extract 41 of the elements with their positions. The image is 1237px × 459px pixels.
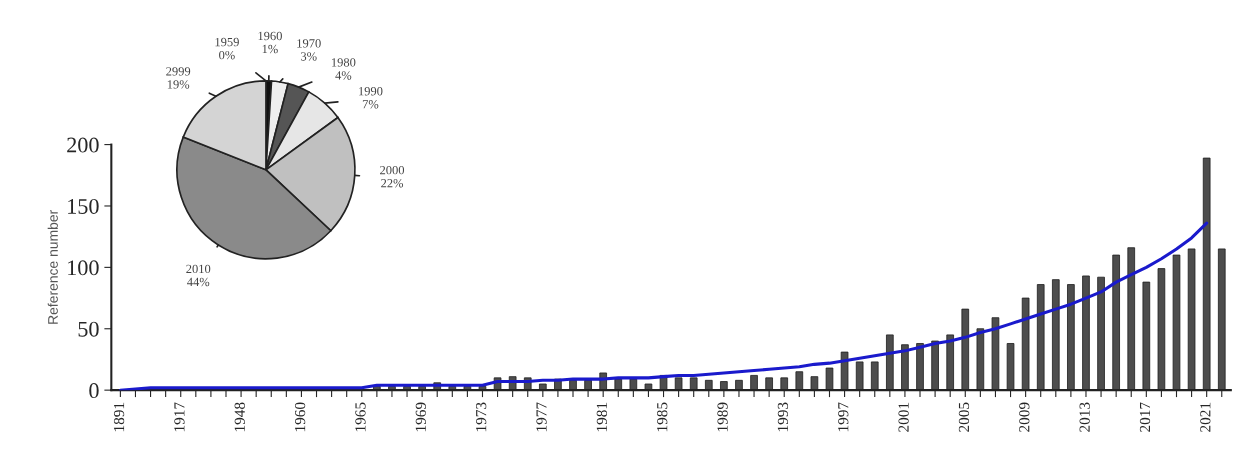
- slice-label: 2010: [186, 264, 211, 274]
- x-tick-label: 2001: [898, 402, 909, 432]
- x-tick-label: 1985: [657, 402, 668, 432]
- x-tick-label: 1891: [113, 402, 125, 432]
- x-tick-label: 1960: [294, 402, 306, 432]
- data-label: 7%: [362, 100, 379, 109]
- data-label: 3%: [301, 52, 317, 61]
- x-tick-label: 1948: [234, 402, 245, 432]
- y-tick-label: 200: [67, 137, 99, 153]
- legend-label: 2000: [380, 165, 405, 175]
- slice-label: 1960: [258, 31, 282, 41]
- text: 0%: [219, 50, 235, 60]
- y-tick-label: 0: [89, 383, 99, 399]
- x-tick-label: 1965: [355, 402, 366, 432]
- x-tick-label: 1981: [596, 402, 607, 432]
- data-label: 19%: [167, 80, 190, 89]
- category-label: 1959: [215, 37, 239, 47]
- x-tick-label: 1969: [415, 402, 426, 432]
- y-tick-label: 100: [68, 260, 99, 276]
- data-label: 4%: [335, 71, 352, 80]
- x-tick-label: 1989: [717, 402, 728, 432]
- y-tick-label: 50: [78, 321, 99, 337]
- y-axis-title: Reference number: [47, 210, 58, 324]
- data-label: 44%: [187, 277, 210, 287]
- slice-label: 1990: [359, 86, 383, 96]
- slice-label: 2999: [166, 67, 191, 76]
- data-label: 22%: [381, 178, 404, 188]
- data-label: 1%: [262, 44, 278, 54]
- x-tick-label: 2017: [1139, 402, 1151, 432]
- slice-label: 1980: [331, 58, 356, 67]
- x-tick-label: 1917: [174, 402, 185, 432]
- x-tick-label: 2021: [1200, 402, 1211, 432]
- y-tick-label: 150: [68, 198, 99, 214]
- x-tick-label: 1993: [777, 402, 789, 432]
- slice-label: 1970: [297, 39, 321, 48]
- x-tick-label: 1997: [838, 402, 849, 432]
- x-tick-label: 1977: [536, 402, 547, 432]
- x-tick-label: 2009: [1019, 402, 1030, 432]
- x-tick-label: 1973: [476, 402, 487, 432]
- x-tick-label: 2013: [1079, 402, 1090, 432]
- x-tick-label: 2005: [958, 402, 970, 432]
